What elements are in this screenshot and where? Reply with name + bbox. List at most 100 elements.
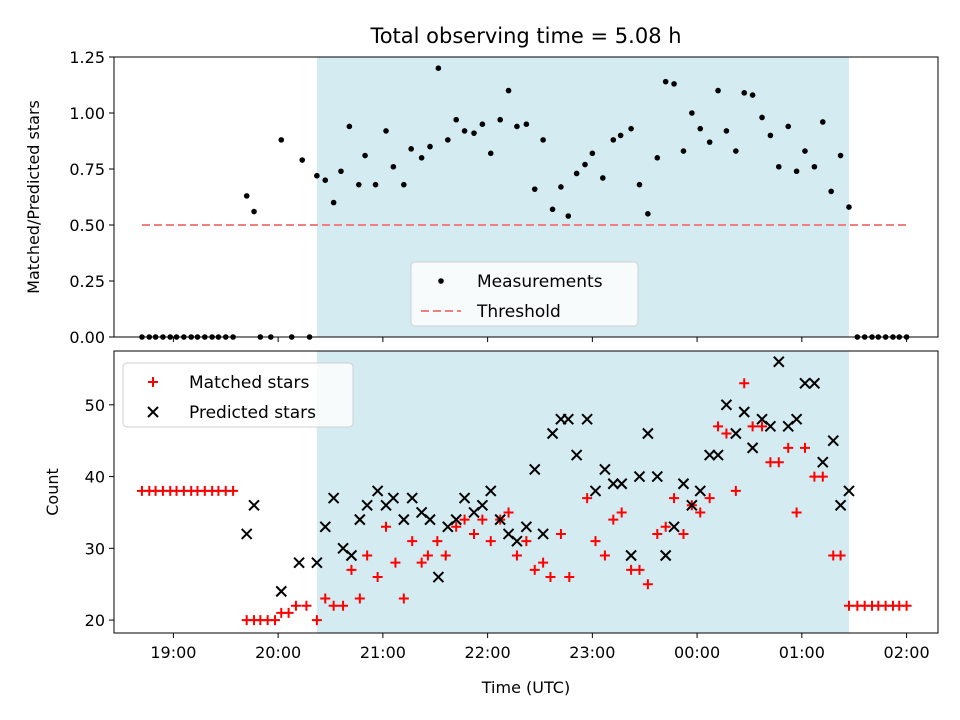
series-predicted-stars [240,356,855,598]
bottom-panel: 20 30 40 50 19:00 20:00 21:00 22:00 23:00 00:00 01… [85,350,939,662]
predicted-point [354,513,366,526]
matched-point [468,528,479,539]
matched-point [634,564,645,575]
legend-label: Measurements [477,272,603,292]
measurement-point [445,137,451,143]
predicted-point [703,449,716,461]
matched-point [669,493,680,504]
measurement-point [846,204,852,210]
measurement-point [346,123,353,130]
matched-point [704,493,715,504]
predicted-point [625,549,637,562]
matched-point [730,485,741,496]
measurement-point [435,65,442,71]
matched-point [503,507,514,518]
measurement-point [523,121,530,127]
predicted-point [361,499,373,511]
predicted-point [730,427,742,440]
predicted-point [746,442,759,454]
measurement-point [471,130,477,136]
axes-frame [113,56,939,338]
matched-point [773,457,784,468]
predicted-point [686,499,698,511]
measurement-point [785,123,792,130]
legend-marker [147,406,159,418]
measurement-point [697,125,704,132]
measurement-point [531,186,538,192]
matched-point [817,471,828,482]
predicted-point [720,399,733,411]
measurement-point [487,150,494,157]
predicted-point [607,478,620,490]
predicted-point [293,556,305,569]
matched-point [765,457,776,468]
predicted-point [494,513,506,526]
matched-point [747,421,758,432]
matched-point [521,536,532,547]
predicted-point [311,556,323,569]
matched-point [626,564,637,575]
measurement-point [828,188,834,195]
predicted-point [834,499,847,511]
matched-point [301,600,312,611]
measurement-point [723,128,730,134]
matched-point [290,600,301,611]
predicted-point [651,470,664,483]
predicted-point [799,377,811,389]
measurement-point [505,87,512,94]
matched-point [451,521,462,532]
legend: Matched stars Predicted stars [122,362,354,428]
top-panel: 0.00 0.25 0.50 0.75 1.00 1.25 Measurements Thre… [69,48,939,347]
predicted-point [562,413,574,425]
matched-point [320,593,331,604]
measurement-point [775,163,782,170]
x-tick-label: 01:00 [779,643,825,662]
matched-point [432,536,443,547]
measurement-point [811,163,818,170]
measurement-point [589,150,596,157]
predicted-point [581,413,593,425]
measurement-point [461,128,468,134]
matched-point [843,600,854,611]
measurement-point [427,143,433,150]
measurement-point [314,172,320,179]
x-tick-label: 21:00 [360,643,406,662]
y-tick-label: 50 [85,396,105,415]
measurement-point [338,168,344,175]
measurement-point [565,213,572,219]
matched-point [459,514,470,525]
matched-point [381,521,392,532]
measurement-point [549,206,556,213]
predicted-point [633,470,646,483]
measurement-point [628,125,634,132]
predicted-point [450,513,462,526]
matched-point [390,557,401,568]
matched-point [695,507,706,518]
matched-point [721,428,732,439]
matched-point [599,550,610,561]
matched-point [809,471,820,482]
predicted-point [432,571,445,583]
predicted-point [570,449,583,461]
measurement-point [662,78,669,85]
measurement-point [251,208,257,215]
x-tick-label: 02:00 [884,643,930,662]
measurement-point [408,146,414,152]
measurement-point [759,114,765,121]
predicted-point [817,456,829,468]
predicted-point [537,528,549,540]
matched-point [783,442,794,453]
measurement-point [558,184,564,190]
matched-point [555,528,566,539]
matched-point [564,572,575,583]
measurement-point [654,155,661,161]
measurement-point [767,132,774,139]
matched-point [511,550,522,561]
measurement-point [802,148,808,154]
measurement-point [636,181,643,188]
matched-point [616,507,627,518]
legend-box [122,362,354,428]
matched-point [713,421,724,432]
matched-point [538,557,549,568]
